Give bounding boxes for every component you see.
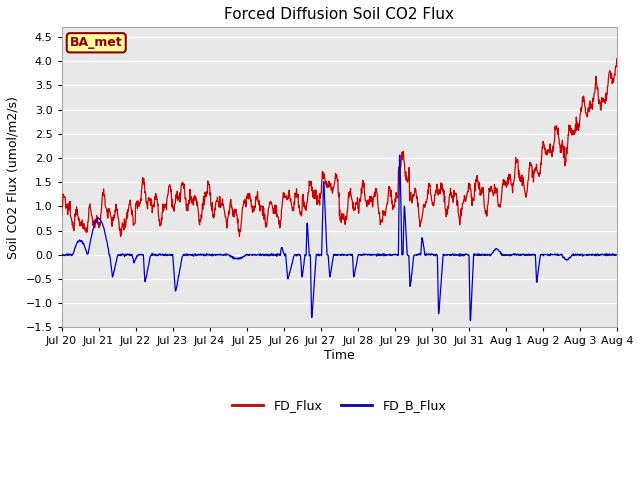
Text: BA_met: BA_met [70,36,123,49]
Legend: FD_Flux, FD_B_Flux: FD_Flux, FD_B_Flux [227,394,451,417]
Title: Forced Diffusion Soil CO2 Flux: Forced Diffusion Soil CO2 Flux [224,7,454,22]
X-axis label: Time: Time [324,349,355,362]
Y-axis label: Soil CO2 Flux (umol/m2/s): Soil CO2 Flux (umol/m2/s) [7,96,20,259]
